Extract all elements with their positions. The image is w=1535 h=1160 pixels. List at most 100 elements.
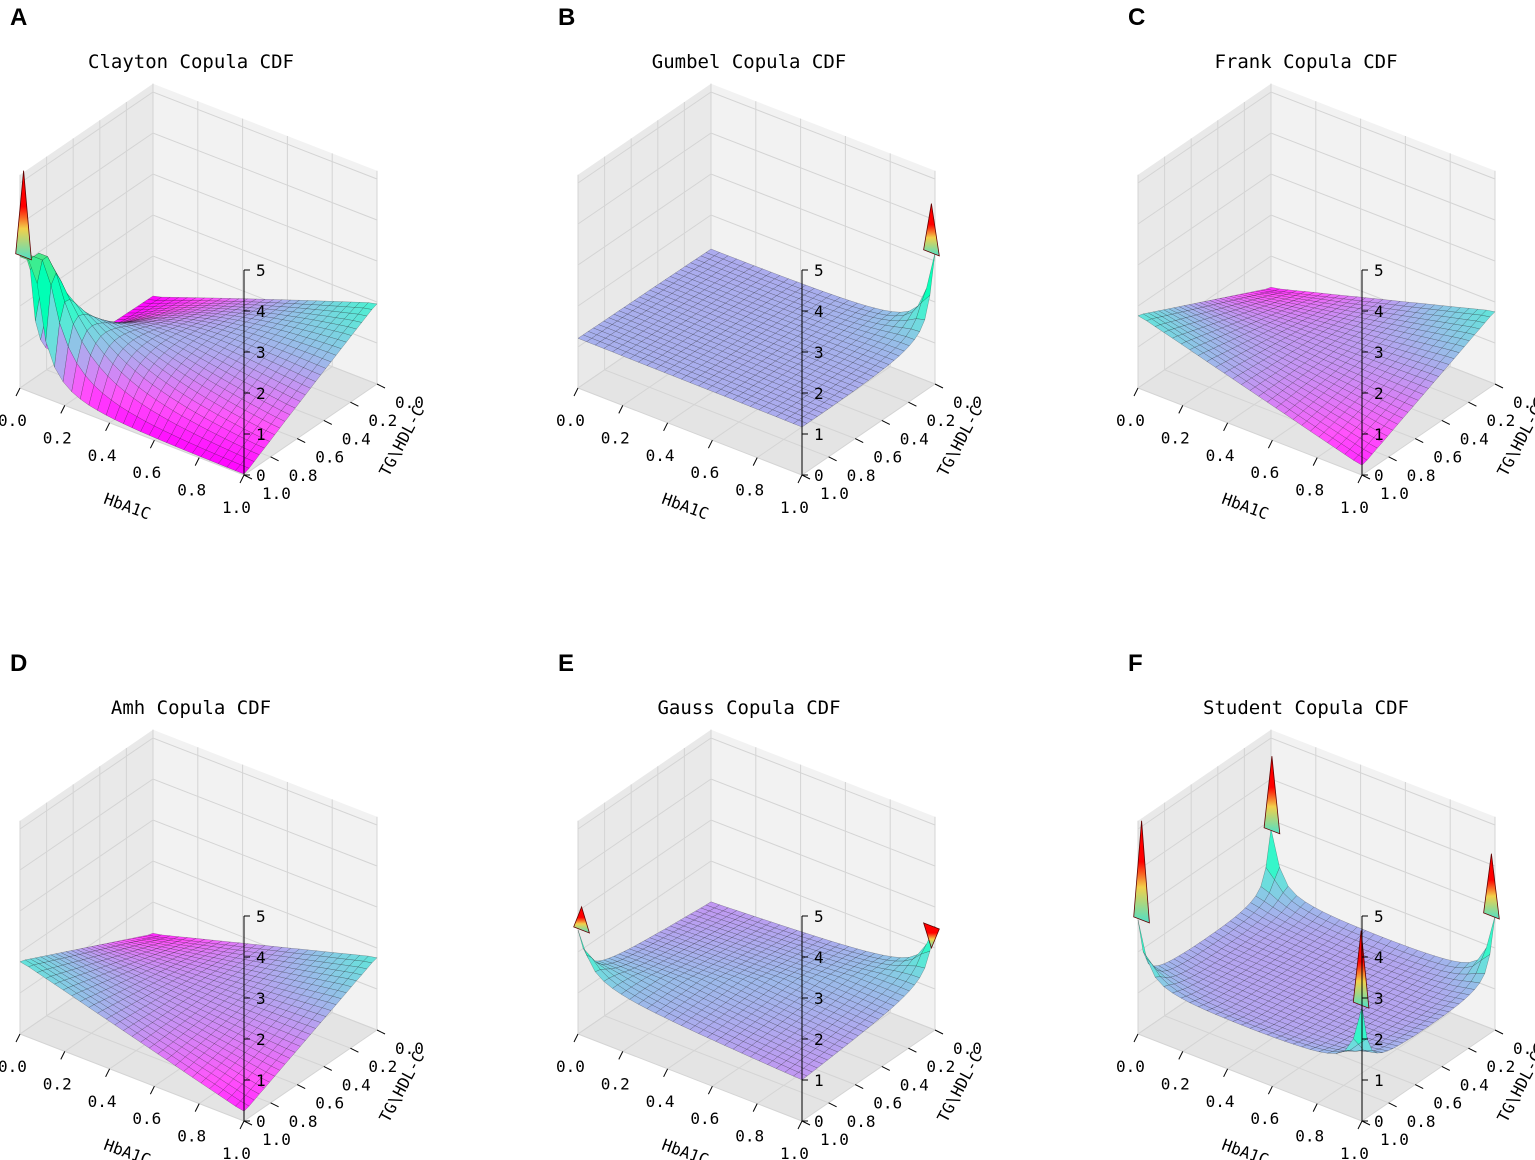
panel-d: 0123450.00.20.40.60.81.0HbA1C0.00.20.40.… [0,650,428,1160]
x-tick-label: 1.0 [1340,1144,1369,1160]
grid-line [604,1015,829,1104]
surface [1137,828,1496,1054]
grid-line [1137,1033,1363,1122]
surface-facet [286,397,301,409]
grid-line [19,132,378,225]
x-tick-mark [149,439,155,449]
surface-facet [286,1042,301,1053]
surface-facet [905,974,921,986]
y-tick-label: 0.4 [342,429,371,448]
y-tick-label: 0.8 [1407,466,1436,485]
panel-a: 0123450.00.20.40.60.81.0HbA1C0.00.20.40.… [0,4,428,523]
x-tick-label: 0.6 [690,463,719,482]
z-tick-label: 1 [814,425,824,444]
x-tick-mark [663,422,669,432]
surface-facet [818,402,834,410]
y-tick-label: 0.2 [1486,411,1515,430]
z-tick-label: 0 [1374,1112,1384,1131]
y-tick-label: 1.0 [1380,484,1409,503]
x-tick-mark [573,387,579,397]
x-tick-mark [1178,405,1184,414]
y-tick-mark [270,456,279,462]
z-tick-label: 5 [1374,907,1384,926]
x-tick-mark [105,422,111,432]
z-tick-label: 0 [1374,466,1384,485]
z-tick-label: 0 [256,1112,266,1131]
x-tick-label: 0.2 [1161,428,1190,447]
surface-facet [885,997,900,1007]
x-tick-label: 1.0 [1340,498,1369,517]
surface-facet [849,380,864,389]
grid-line [1316,1012,1451,1105]
x-tick-label: 0.4 [646,446,675,465]
z-tick-label: 1 [256,425,266,444]
y-tick-label: 0.6 [873,1094,902,1113]
surface-facet [281,403,296,416]
grid-line [801,1029,936,1122]
y-tick-label: 0.2 [926,411,955,430]
z-tick-label: 0 [814,1112,824,1131]
z-tick-label: 2 [1374,384,1384,403]
grid-line [243,383,378,476]
x-tick-mark [149,1085,155,1095]
y-tick-mark [801,1120,811,1126]
panel-f: 0123450.00.20.40.60.81.0HbA1C0.00.20.40.… [1116,650,1535,1160]
y-tick-mark [934,1029,944,1035]
panel-letter: C [1128,4,1145,31]
x-tick-label: 0.4 [88,1092,117,1111]
x-axis-label: HbA1C [1219,489,1271,523]
chart-title: Student Copula CDF [1203,697,1409,719]
y-tick-label: 0.4 [1460,1075,1489,1094]
x-tick-mark [1267,1085,1273,1095]
z-tick-label: 4 [256,948,266,967]
y-tick-label: 0.6 [315,1094,344,1113]
surface-facet [255,1077,270,1089]
y-tick-mark [1414,438,1424,444]
x-tick-mark [1357,474,1363,484]
y-tick-mark [1468,1047,1477,1053]
y-tick-label: 1.0 [262,484,291,503]
surface [577,901,936,1081]
z-tick-label: 1 [256,1071,266,1090]
surface-facet [291,390,306,402]
y-tick-label: 0.6 [1433,1094,1462,1113]
x-tick-mark [194,457,200,466]
surface-facet [915,950,931,969]
x-tick-label: 1.0 [780,498,809,517]
x-tick-mark [752,1103,758,1112]
y-tick-mark [828,1102,837,1108]
y-tick-mark [270,1102,279,1108]
z-tick-label: 4 [814,948,824,967]
y-tick-mark [296,438,306,444]
grid-line [1361,1029,1496,1122]
x-tick-mark [194,1103,200,1112]
y-tick-label: 1.0 [820,1130,849,1149]
x-tick-mark [239,474,245,484]
surface-facet [879,1002,895,1011]
surface-facet [260,430,276,442]
surface-facet [874,1006,890,1016]
panel-letter: D [10,650,27,677]
x-tick-mark [1133,387,1139,397]
y-tick-label: 0.6 [315,448,344,467]
x-tick-label: 0.4 [88,446,117,465]
y-tick-mark [350,1047,359,1053]
x-tick-label: 1.0 [780,1144,809,1160]
surface-facet [275,1054,291,1065]
x-tick-label: 0.2 [43,1074,72,1093]
surface [19,252,378,475]
y-tick-mark [1361,1120,1371,1126]
y-tick-mark [828,456,837,462]
grid-line [577,1033,803,1122]
x-tick-mark [15,387,21,397]
surface-spike [573,905,591,934]
x-tick-label: 0.8 [735,1127,764,1146]
y-tick-mark [854,438,864,444]
x-tick-label: 0.8 [1295,481,1324,500]
x-tick-label: 0.0 [1116,411,1145,430]
surface-facet [316,1007,332,1017]
y-tick-mark [934,383,944,389]
grid-line [577,173,936,266]
z-tick-label: 3 [1374,343,1384,362]
surface-facet [1450,997,1465,1005]
